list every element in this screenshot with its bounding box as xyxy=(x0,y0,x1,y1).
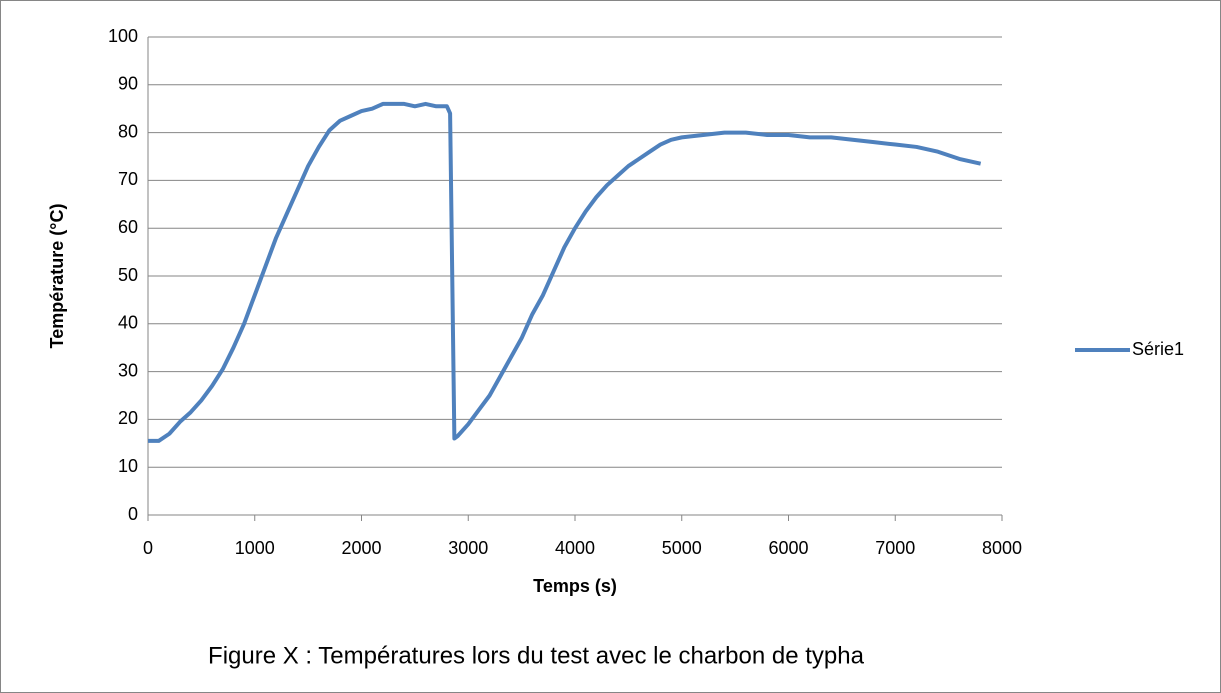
x-tick-label: 2000 xyxy=(341,538,381,558)
legend-label: Série1 xyxy=(1132,339,1184,359)
y-axis-title: Température (°C) xyxy=(47,204,67,349)
y-tick-label: 80 xyxy=(118,121,138,141)
y-tick-label: 50 xyxy=(118,265,138,285)
y-tick-label: 10 xyxy=(118,456,138,476)
y-tick-label: 70 xyxy=(118,169,138,189)
y-tick-label: 20 xyxy=(118,408,138,428)
y-tick-label: 0 xyxy=(128,504,138,524)
series-line xyxy=(148,101,982,443)
x-tick-label: 1000 xyxy=(235,538,275,558)
y-tick-label: 100 xyxy=(108,26,138,46)
x-tick-label: 7000 xyxy=(875,538,915,558)
y-tick-label: 30 xyxy=(118,360,138,380)
x-tick-label: 4000 xyxy=(555,538,595,558)
x-tick-label: 5000 xyxy=(662,538,702,558)
y-tick-label: 90 xyxy=(118,74,138,94)
x-tick-label: 0 xyxy=(143,538,153,558)
y-tick-label: 40 xyxy=(118,313,138,333)
y-tick-label: 60 xyxy=(118,217,138,237)
caption: Figure X : Températures lors du test ave… xyxy=(208,642,865,669)
x-tick-label: 3000 xyxy=(448,538,488,558)
x-axis-title: Temps (s) xyxy=(533,576,617,596)
x-tick-label: 8000 xyxy=(982,538,1022,558)
x-tick-label: 6000 xyxy=(768,538,808,558)
